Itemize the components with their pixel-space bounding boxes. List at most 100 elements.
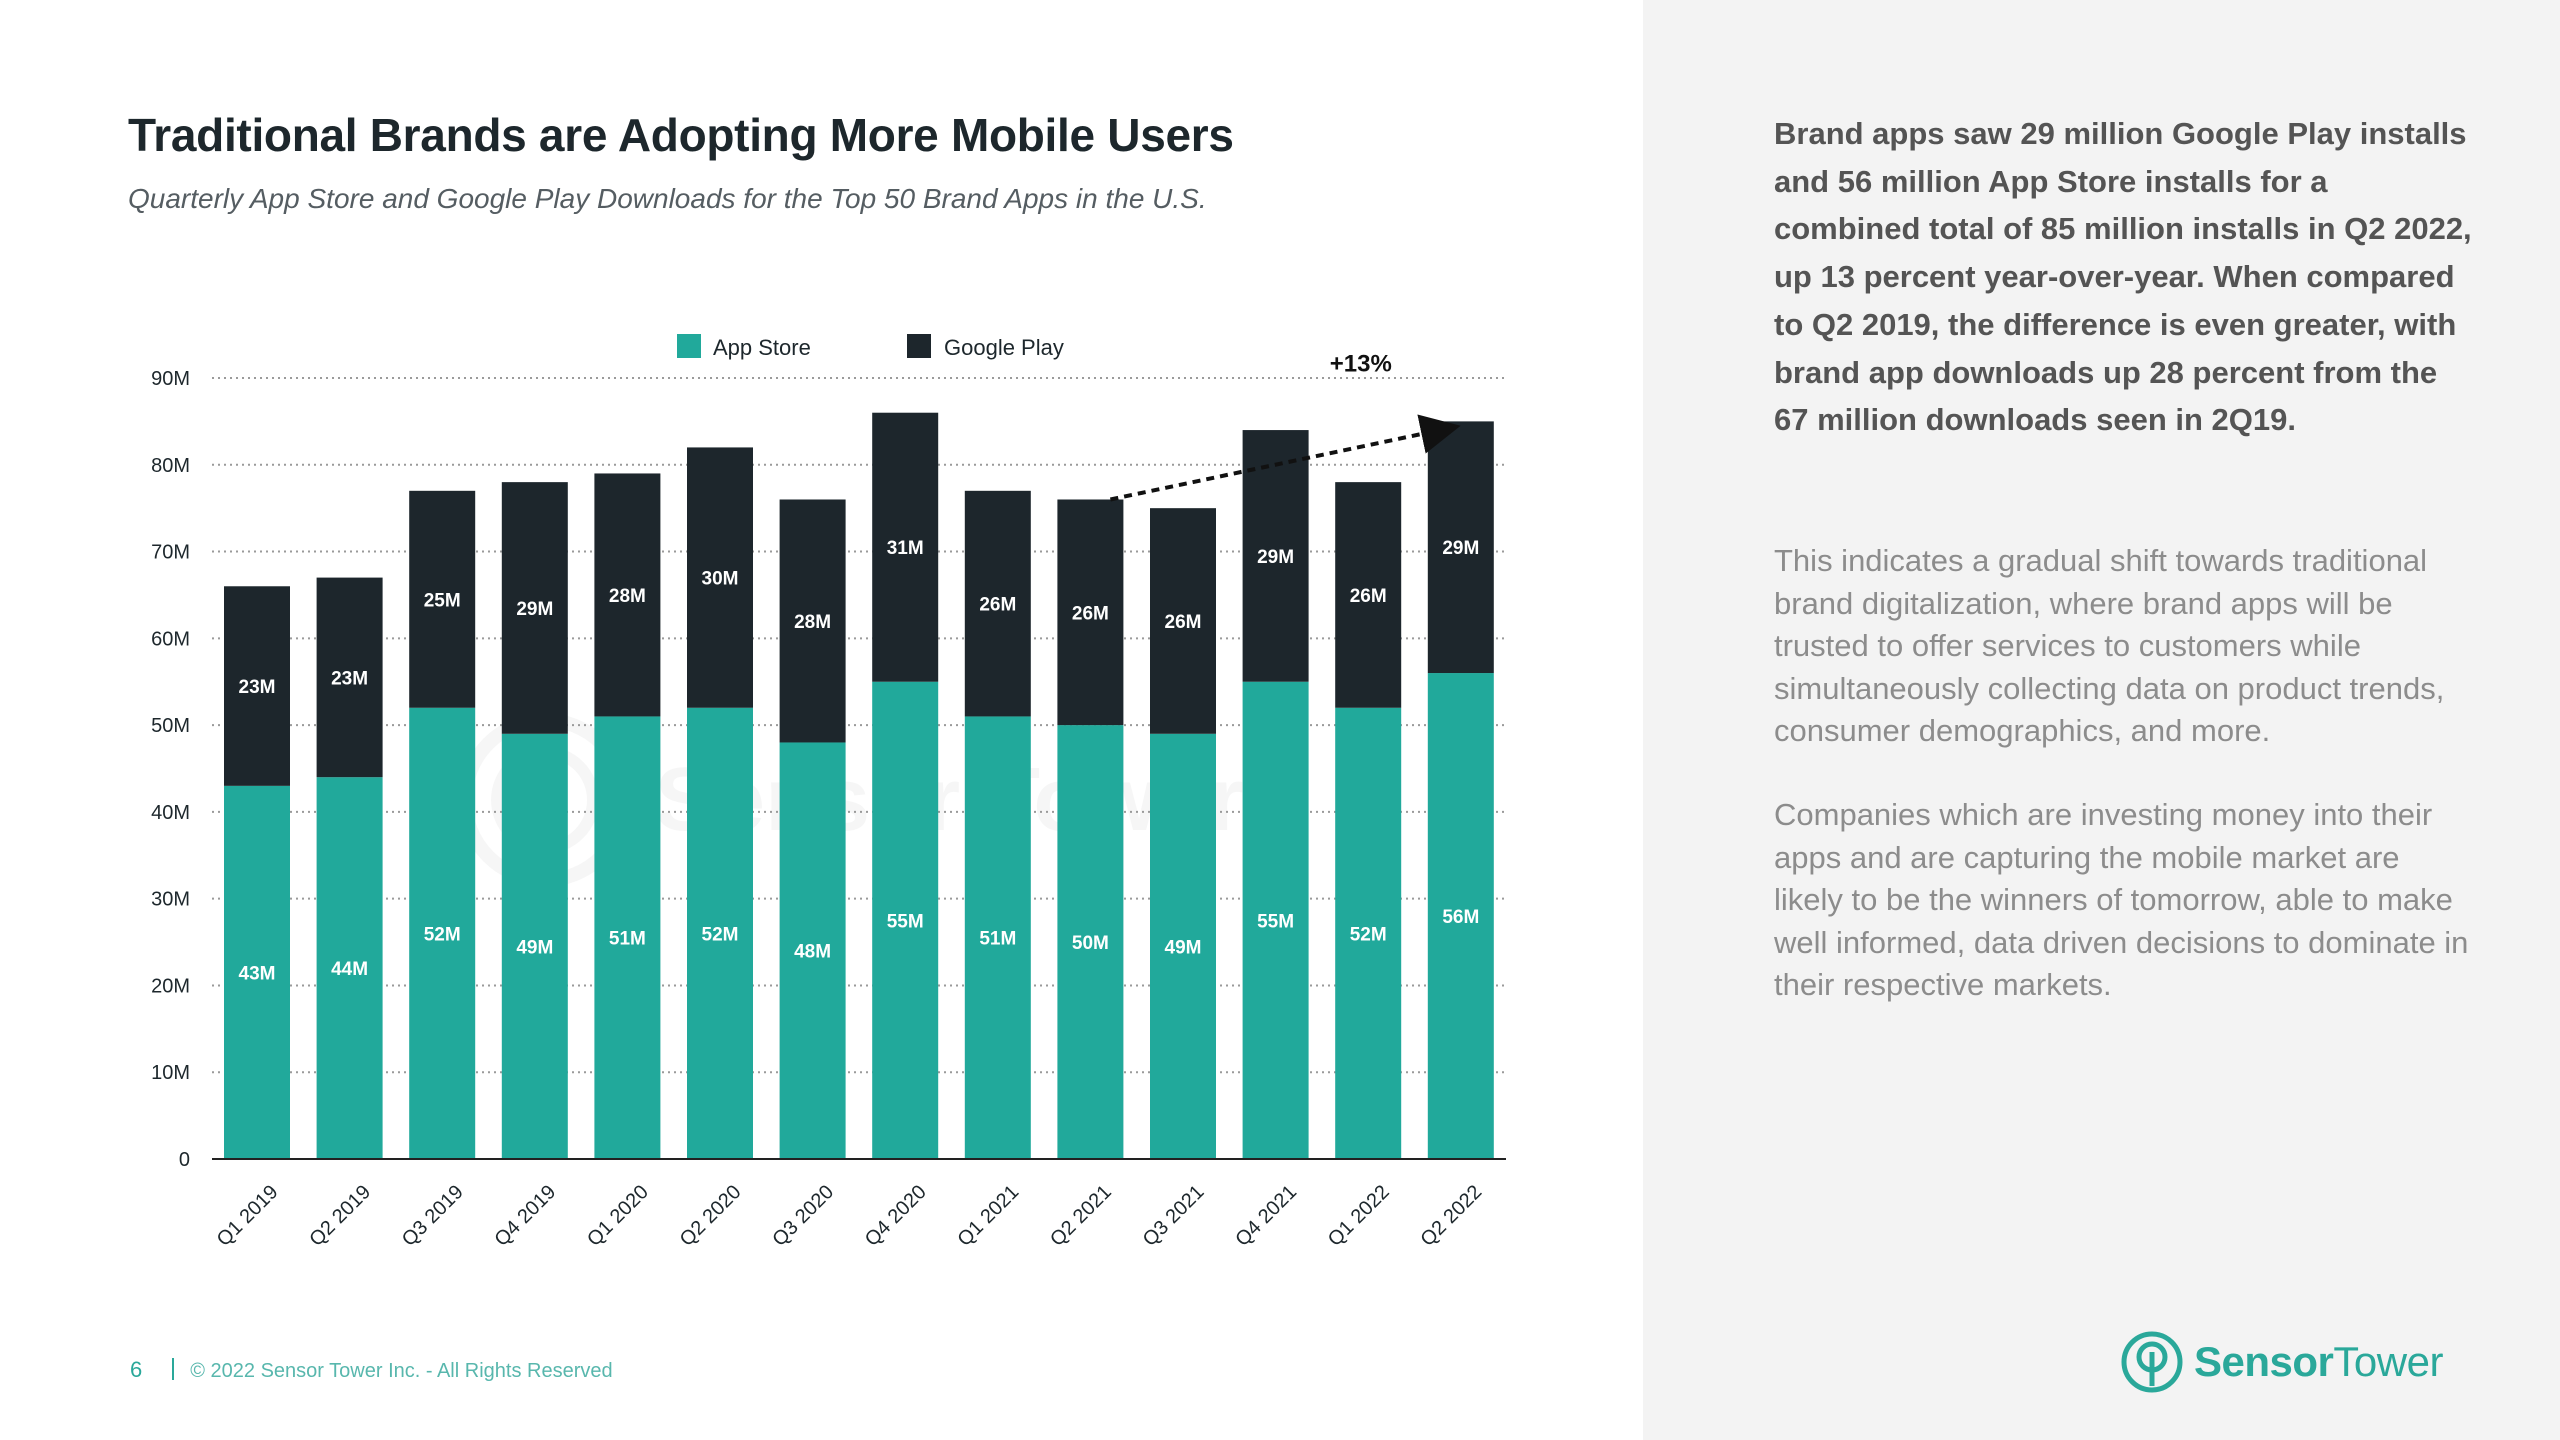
data-label-app-store: 51M <box>979 929 1016 950</box>
bar-google-play-q2-2021 <box>1057 499 1124 726</box>
growth-arrow <box>1109 414 1461 502</box>
bar-app-store-q3-2021 <box>1150 733 1216 1159</box>
data-label-google-play: 25M <box>424 590 461 611</box>
data-label-google-play: 28M <box>794 612 831 633</box>
data-label-google-play: 29M <box>1257 547 1294 568</box>
growth-annotation: +13% <box>1109 350 1461 502</box>
bar-app-store-q2-2020 <box>687 707 753 1159</box>
bar-app-store-q4-2021 <box>1242 681 1309 1159</box>
bar-google-play-q1-2019 <box>224 586 290 786</box>
copyright: © 2022 Sensor Tower Inc. - All Rights Re… <box>190 1360 613 1382</box>
x-tick-label: Q4 2020 <box>861 1181 931 1251</box>
bar-app-store-q2-2019 <box>316 777 383 1159</box>
data-label-google-play: 23M <box>331 668 368 689</box>
bar-google-play-q3-2020 <box>779 499 846 743</box>
chart-legend: App Store Google Play <box>677 334 1064 360</box>
bar-google-play-q1-2020 <box>594 473 661 717</box>
bar-app-store-q3-2019 <box>409 707 476 1159</box>
sensor-tower-logo: SensorTower <box>2120 1328 2443 1396</box>
bar-app-store-q4-2019 <box>501 733 568 1159</box>
bar-app-store-q2-2022 <box>1427 673 1494 1159</box>
growth-label: +13% <box>1330 350 1392 377</box>
footer-divider <box>172 1358 175 1380</box>
x-tick-label: Q2 2020 <box>676 1181 746 1251</box>
y-tick-label: 0 <box>179 1149 190 1171</box>
x-tick-label: Q2 2019 <box>305 1181 375 1251</box>
watermark: Sensor Tower <box>465 720 1243 880</box>
x-tick-label: Q3 2021 <box>1139 1181 1209 1251</box>
y-tick-label: 10M <box>151 1062 190 1084</box>
insight-paragraph: This indicates a gradual shift towards t… <box>1774 543 2445 748</box>
data-label-app-store: 49M <box>516 937 553 958</box>
bar-app-store-q3-2020 <box>779 742 846 1159</box>
x-tick-label: Q3 2019 <box>398 1181 468 1251</box>
legend-label-google-play: Google Play <box>944 335 1064 360</box>
y-tick-label: 30M <box>151 889 190 911</box>
data-label-app-store: 56M <box>1442 907 1479 928</box>
x-tick-label: Q2 2022 <box>1417 1181 1487 1251</box>
data-label-google-play: 26M <box>979 595 1016 616</box>
x-tick-label: Q3 2020 <box>768 1181 838 1251</box>
y-tick-label: 50M <box>151 715 190 737</box>
data-label-app-store: 55M <box>1257 911 1294 932</box>
bar-app-store-q4-2020 <box>872 681 939 1159</box>
bar-google-play-q2-2019 <box>316 577 383 778</box>
bar-app-store-q2-2021 <box>1057 725 1124 1159</box>
data-label-google-play: 23M <box>239 677 276 698</box>
y-axis: 0 10M 20M 30M 40M 50M 60M 70M 80M 90M <box>151 368 190 1171</box>
data-label-google-play: 28M <box>609 586 646 607</box>
data-label-google-play: 26M <box>1072 603 1109 624</box>
legend-label-app-store: App Store <box>713 335 811 360</box>
x-tick-label: Q4 2019 <box>491 1181 561 1251</box>
sidebar-panel <box>1643 0 2560 1440</box>
bar-google-play-q4-2020 <box>872 412 939 682</box>
bar-google-play-q1-2021 <box>964 490 1031 717</box>
bar-app-store-q1-2022 <box>1335 707 1402 1159</box>
page-subtitle: Quarterly App Store and Google Play Down… <box>128 183 1207 214</box>
bar-google-play-q3-2021 <box>1150 508 1216 734</box>
bar-google-play-q3-2019 <box>409 490 476 708</box>
legend-swatch-app-store <box>677 334 701 358</box>
stacked-bar-chart: Sensor Tower 0 10M 20M 30M 40M 50M 60M 70M 80M 90… <box>151 334 1506 1251</box>
x-tick-label: Q2 2021 <box>1046 1181 1116 1251</box>
x-tick-label: Q1 2019 <box>213 1181 283 1251</box>
logo-word-tower: Tower <box>2333 1338 2443 1385</box>
data-label-app-store: 43M <box>239 963 276 984</box>
bar-google-play-q4-2021 <box>1242 430 1309 682</box>
page-title: Traditional Brands are Adopting More Mob… <box>128 109 1234 161</box>
bar-google-play-q2-2022 <box>1427 421 1494 674</box>
x-axis: Q1 2019 Q2 2019 Q3 2019 Q4 2019 Q1 2020 Q2 20… <box>213 1181 1487 1251</box>
data-label-google-play: 31M <box>887 538 924 559</box>
data-label-google-play: 26M <box>1165 612 1202 633</box>
data-label-app-store: 44M <box>331 959 368 980</box>
y-tick-label: 70M <box>151 542 190 564</box>
x-tick-label: Q1 2020 <box>583 1181 653 1251</box>
page-number: 6 <box>130 1357 143 1382</box>
data-label-google-play: 26M <box>1350 586 1387 607</box>
chart-bars: 43M 23M 44M 23M 52M 25M 49M 29M 51M 28M 52M 30M 48M 2… <box>224 412 1494 1159</box>
data-label-google-play: 29M <box>1442 538 1479 559</box>
y-tick-label: 20M <box>151 975 190 997</box>
bar-app-store-q1-2019 <box>224 785 290 1159</box>
bar-google-play-q2-2020 <box>687 447 753 708</box>
data-label-google-play: 29M <box>516 599 553 620</box>
x-tick-label: Q1 2022 <box>1324 1181 1394 1251</box>
bar-google-play-q4-2019 <box>501 482 568 734</box>
x-tick-label: Q4 2021 <box>1231 1181 1301 1251</box>
y-tick-label: 60M <box>151 628 190 650</box>
bar-app-store-q1-2021 <box>964 716 1031 1159</box>
data-label-app-store: 50M <box>1072 933 1109 954</box>
bar-google-play-q1-2022 <box>1335 482 1402 708</box>
data-label-app-store: 48M <box>794 942 831 963</box>
data-label-app-store: 52M <box>1350 924 1387 945</box>
logo-word-sensor: Sensor <box>2194 1338 2334 1385</box>
data-label-app-store: 49M <box>1165 937 1202 958</box>
data-label-app-store: 55M <box>887 911 924 932</box>
data-label-app-store: 52M <box>424 924 461 945</box>
data-label-app-store: 51M <box>609 929 646 950</box>
y-tick-label: 80M <box>151 455 190 477</box>
x-tick-label: Q1 2021 <box>954 1181 1024 1251</box>
data-label-app-store: 52M <box>702 924 739 945</box>
footer: 6 © 2022 Sensor Tower Inc. - All Rights R… <box>130 1357 613 1383</box>
outlook-paragraph: Companies which are investing money into… <box>1774 797 2469 1002</box>
